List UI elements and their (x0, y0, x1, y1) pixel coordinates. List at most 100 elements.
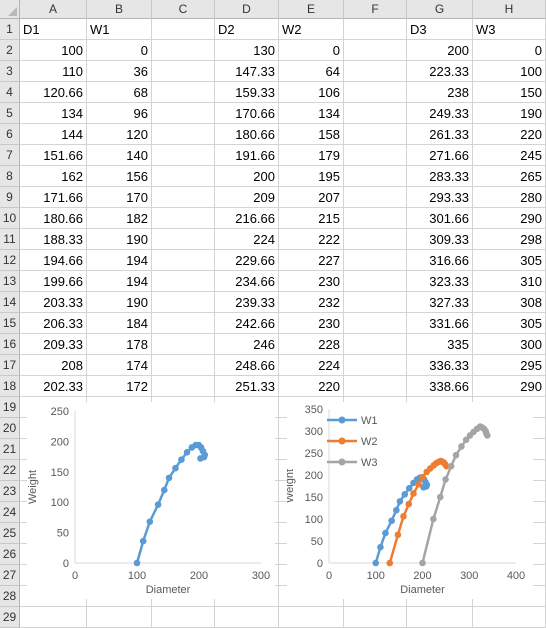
cell-e6[interactable]: 158 (279, 124, 344, 145)
cell-f9[interactable] (344, 187, 407, 208)
row-header-4[interactable]: 4 (0, 82, 20, 103)
cell-e15[interactable]: 230 (279, 313, 344, 334)
cell-h7[interactable]: 245 (473, 145, 546, 166)
cell-f4[interactable] (344, 82, 407, 103)
cell-e5[interactable]: 134 (279, 103, 344, 124)
cell-e17[interactable]: 224 (279, 355, 344, 376)
cell-d29[interactable] (215, 607, 279, 628)
cell-d8[interactable]: 200 (215, 166, 279, 187)
cell-g9[interactable]: 293.33 (407, 187, 473, 208)
row-header-10[interactable]: 10 (0, 208, 20, 229)
cell-h5[interactable]: 190 (473, 103, 546, 124)
chart-1[interactable]: 0 50 100 150 200 250 0 100 200 300 Diameter Weight (27, 402, 275, 599)
cell-f1[interactable] (344, 19, 407, 40)
cell-c8[interactable] (152, 166, 215, 187)
cell-a29[interactable] (20, 607, 87, 628)
column-header-c[interactable]: C (152, 0, 215, 19)
cell-b4[interactable]: 68 (87, 82, 152, 103)
cell-f29[interactable] (344, 607, 407, 628)
cell-a11[interactable]: 188.33 (20, 229, 87, 250)
cell-d16[interactable]: 246 (215, 334, 279, 355)
cell-b7[interactable]: 140 (87, 145, 152, 166)
cell-d3[interactable]: 147.33 (215, 61, 279, 82)
cell-a12[interactable]: 194.66 (20, 250, 87, 271)
cell-e12[interactable]: 227 (279, 250, 344, 271)
cell-h8[interactable]: 265 (473, 166, 546, 187)
cell-b17[interactable]: 174 (87, 355, 152, 376)
row-header-19[interactable]: 19 (0, 397, 20, 418)
cell-h13[interactable]: 310 (473, 271, 546, 292)
cell-b3[interactable]: 36 (87, 61, 152, 82)
cell-g7[interactable]: 271.66 (407, 145, 473, 166)
cell-a8[interactable]: 162 (20, 166, 87, 187)
cell-c10[interactable] (152, 208, 215, 229)
cell-g15[interactable]: 331.66 (407, 313, 473, 334)
cell-b12[interactable]: 194 (87, 250, 152, 271)
row-header-22[interactable]: 22 (0, 460, 20, 481)
cell-c18[interactable] (152, 376, 215, 397)
cell-c1[interactable] (152, 19, 215, 40)
cell-e29[interactable] (279, 607, 344, 628)
cell-g11[interactable]: 309.33 (407, 229, 473, 250)
cell-g13[interactable]: 323.33 (407, 271, 473, 292)
cell-g4[interactable]: 238 (407, 82, 473, 103)
row-header-20[interactable]: 20 (0, 418, 20, 439)
cell-b9[interactable]: 170 (87, 187, 152, 208)
cell-c4[interactable] (152, 82, 215, 103)
cell-a14[interactable]: 203.33 (20, 292, 87, 313)
cell-f15[interactable] (344, 313, 407, 334)
chart-2[interactable]: 0 50 100 150 200 250 300 350 0 100 200 300 400 Diamet… (287, 402, 533, 599)
cell-c11[interactable] (152, 229, 215, 250)
cell-e10[interactable]: 215 (279, 208, 344, 229)
cell-f16[interactable] (344, 334, 407, 355)
row-header-23[interactable]: 23 (0, 481, 20, 502)
cell-e16[interactable]: 228 (279, 334, 344, 355)
cell-c15[interactable] (152, 313, 215, 334)
cell-f3[interactable] (344, 61, 407, 82)
cell-g3[interactable]: 223.33 (407, 61, 473, 82)
column-header-e[interactable]: E (279, 0, 344, 19)
row-header-9[interactable]: 9 (0, 187, 20, 208)
cell-b5[interactable]: 96 (87, 103, 152, 124)
cell-g18[interactable]: 338.66 (407, 376, 473, 397)
cell-b14[interactable]: 190 (87, 292, 152, 313)
cell-b15[interactable]: 184 (87, 313, 152, 334)
row-header-16[interactable]: 16 (0, 334, 20, 355)
cell-c14[interactable] (152, 292, 215, 313)
cell-a1[interactable]: D1 (20, 19, 87, 40)
cell-f2[interactable] (344, 40, 407, 61)
cell-g6[interactable]: 261.33 (407, 124, 473, 145)
cell-d6[interactable]: 180.66 (215, 124, 279, 145)
cell-d13[interactable]: 234.66 (215, 271, 279, 292)
row-header-5[interactable]: 5 (0, 103, 20, 124)
cell-g2[interactable]: 200 (407, 40, 473, 61)
cell-e2[interactable]: 0 (279, 40, 344, 61)
cell-g12[interactable]: 316.66 (407, 250, 473, 271)
cell-g29[interactable] (407, 607, 473, 628)
cell-c7[interactable] (152, 145, 215, 166)
cell-f17[interactable] (344, 355, 407, 376)
cell-e1[interactable]: W2 (279, 19, 344, 40)
cell-h18[interactable]: 290 (473, 376, 546, 397)
cell-f6[interactable] (344, 124, 407, 145)
cell-d5[interactable]: 170.66 (215, 103, 279, 124)
cell-a16[interactable]: 209.33 (20, 334, 87, 355)
cell-a7[interactable]: 151.66 (20, 145, 87, 166)
cell-b2[interactable]: 0 (87, 40, 152, 61)
cell-h9[interactable]: 280 (473, 187, 546, 208)
cell-h11[interactable]: 298 (473, 229, 546, 250)
cell-e8[interactable]: 195 (279, 166, 344, 187)
cell-f10[interactable] (344, 208, 407, 229)
cell-g16[interactable]: 335 (407, 334, 473, 355)
cell-c29[interactable] (152, 607, 215, 628)
column-header-g[interactable]: G (407, 0, 473, 19)
cell-a2[interactable]: 100 (20, 40, 87, 61)
cell-b13[interactable]: 194 (87, 271, 152, 292)
row-header-17[interactable]: 17 (0, 355, 20, 376)
cell-e14[interactable]: 232 (279, 292, 344, 313)
column-header-b[interactable]: B (87, 0, 152, 19)
row-header-26[interactable]: 26 (0, 544, 20, 565)
cell-b18[interactable]: 172 (87, 376, 152, 397)
cell-f5[interactable] (344, 103, 407, 124)
row-header-11[interactable]: 11 (0, 229, 20, 250)
